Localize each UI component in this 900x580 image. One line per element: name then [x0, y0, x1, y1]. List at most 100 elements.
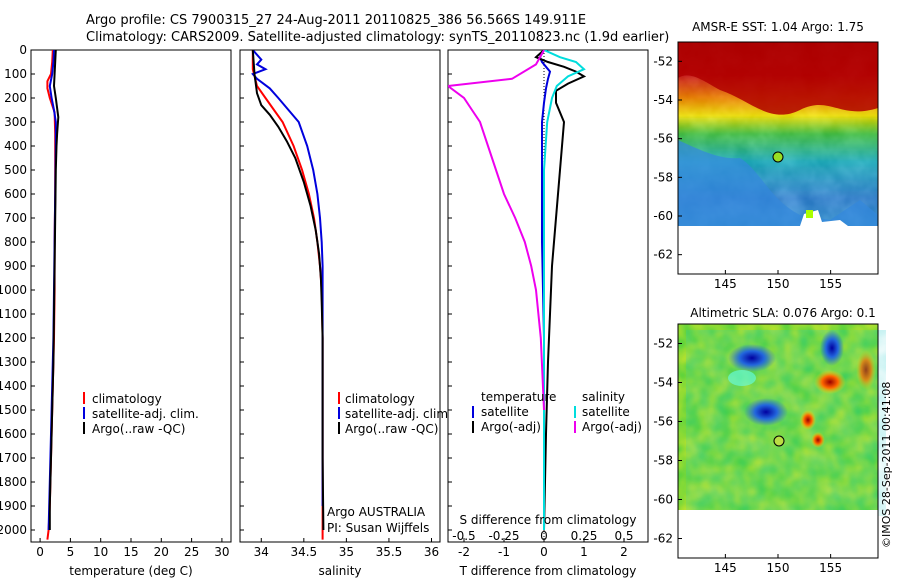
series-line-1 — [534, 50, 587, 531]
map-x-tick-label: 150 — [767, 561, 790, 575]
x-tick-label: 35 — [339, 545, 354, 559]
salinity-note-pi: PI: Susan Wijffels — [327, 521, 429, 535]
x-tick-label: 35.5 — [376, 545, 403, 559]
map-x-tick-label: 145 — [714, 561, 737, 575]
diff-legend-sal-satellite: satellite — [582, 405, 630, 419]
map-y-tick-label: -56 — [653, 415, 673, 429]
map-x-tick-label: 150 — [767, 277, 790, 291]
depth-tick-label: 500 — [4, 163, 27, 177]
x-tick-label: 30 — [214, 545, 229, 559]
depth-tick-label: 900 — [4, 259, 27, 273]
salinity-panel: 34 34.5 35 35.5 36 salinity climatology sate… — [239, 49, 452, 578]
map-y-tick-label: -52 — [653, 54, 673, 68]
map-y-tick-label: -54 — [653, 376, 673, 390]
depth-tick-label: 700 — [4, 211, 27, 225]
series-line-1 — [251, 50, 324, 506]
depth-tick-label: 1000 — [0, 283, 27, 297]
difference-legend: temperature satellite Argo(-adj) salinit… — [472, 390, 642, 434]
sst-argo-location-marker — [772, 151, 784, 163]
sst-map: AMSR-E SST: 1.04 Argo: 1.75 -52 -54 -56 -58… — [653, 20, 879, 291]
diff-legend-temp-argo: Argo(-adj) — [481, 420, 541, 434]
depth-tick-label: 1300 — [0, 355, 27, 369]
depth-tick-label: 200 — [4, 91, 27, 105]
diff-legend-temperature-title: temperature — [481, 390, 556, 404]
difference-xlabel2: S difference from climatology — [460, 513, 637, 527]
map-y-tick-label: -62 — [653, 532, 673, 546]
salinity-note-argo: Argo AUSTRALIA — [327, 505, 426, 519]
x-tick-label: 0 — [540, 545, 548, 559]
sla-map-image — [678, 324, 886, 558]
series-line-2 — [543, 50, 586, 530]
depth-tick-label: 100 — [4, 67, 27, 81]
depth-tick-label: 1500 — [0, 403, 27, 417]
x-tick-label: 2 — [620, 545, 628, 559]
x-tick-label: -0.25 — [488, 529, 519, 543]
x-tick-label: -0.5 — [452, 529, 475, 543]
temperature-legend-argo: Argo(..raw -QC) — [92, 422, 185, 436]
map-y-tick-label: -62 — [653, 248, 673, 262]
sla-map-title: Altimetric SLA: 0.076 Argo: 0.1 — [690, 306, 875, 320]
diff-legend-sal-argo: Argo(-adj) — [582, 420, 642, 434]
depth-tick-label: 1400 — [0, 379, 27, 393]
depth-tick-label: 600 — [4, 187, 27, 201]
x-tick-label: 34.5 — [290, 545, 317, 559]
depth-tick-label: 1800 — [0, 475, 27, 489]
difference-axes — [447, 49, 649, 543]
map-y-tick-label: -58 — [653, 454, 673, 468]
x-tick-label: 15 — [123, 545, 138, 559]
series-line-2 — [48, 50, 60, 530]
sla-argo-location-marker — [773, 435, 785, 447]
x-tick-label: -2 — [458, 545, 470, 559]
depth-tick-label: 1700 — [0, 451, 27, 465]
depth-tick-label: 1100 — [0, 307, 27, 321]
series-line-3 — [448, 50, 545, 411]
temperature-legend-satellite: satellite-adj. clim. — [92, 407, 199, 421]
header-line-2: Climatology: CARS2009. Satellite-adjuste… — [86, 30, 670, 45]
x-tick-label: 34 — [254, 545, 269, 559]
temperature-xlabel: temperature (deg C) — [69, 564, 192, 578]
footer-timestamp: ©IMOS 28-Sep-2011 00:41:08 — [880, 382, 893, 548]
temperature-legend: climatology satellite-adj. clim. Argo(..… — [83, 392, 199, 436]
map-y-tick-label: -60 — [653, 493, 673, 507]
map-x-tick-label: 145 — [714, 277, 737, 291]
diff-legend-salinity-title: salinity — [582, 390, 625, 404]
sst-map-title: AMSR-E SST: 1.04 Argo: 1.75 — [692, 20, 864, 34]
salinity-legend-satellite: satellite-adj. clim. — [345, 407, 452, 421]
map-y-tick-label: -52 — [653, 337, 673, 351]
map-x-tick-label: 155 — [819, 561, 842, 575]
x-tick-label: 10 — [93, 545, 108, 559]
depth-tick-label: 0 — [19, 43, 27, 57]
map-y-tick-label: -58 — [653, 170, 673, 184]
depth-tick-label: 2000 — [0, 523, 27, 537]
difference-panel: -2 -1 0 1 2 T difference from climatology S … — [447, 49, 649, 578]
x-tick-label: 1 — [580, 545, 588, 559]
x-tick-label: 0 — [540, 529, 548, 543]
salinity-legend-climatology: climatology — [345, 392, 415, 406]
diff-legend-temp-satellite: satellite — [481, 405, 529, 419]
map-y-tick-label: -54 — [653, 93, 673, 107]
depth-tick-label: 300 — [4, 115, 27, 129]
difference-xlabel: T difference from climatology — [459, 564, 637, 578]
series-line-2 — [251, 50, 325, 531]
x-tick-label: 20 — [154, 545, 169, 559]
x-tick-label: 0 — [36, 545, 44, 559]
temperature-axes — [30, 49, 232, 543]
x-tick-label: 5 — [67, 545, 75, 559]
sst-map-image — [678, 42, 878, 274]
temperature-legend-climatology: climatology — [92, 392, 162, 406]
temperature-panel: 0100200300400500600700800900100011001200… — [0, 43, 232, 578]
depth-tick-label: 1900 — [0, 499, 27, 513]
x-tick-label: 0.25 — [571, 529, 598, 543]
header-line-1: Argo profile: CS 7900315_27 24-Aug-2011 … — [86, 13, 587, 28]
depth-tick-label: 800 — [4, 235, 27, 249]
depth-tick-label: 400 — [4, 139, 27, 153]
salinity-legend: climatology satellite-adj. clim. Argo(..… — [338, 392, 452, 436]
salinity-legend-argo: Argo(..raw -QC) — [345, 422, 438, 436]
map-x-tick-label: 155 — [819, 277, 842, 291]
depth-tick-label: 1600 — [0, 427, 27, 441]
x-tick-label: 25 — [184, 545, 199, 559]
map-y-tick-label: -56 — [653, 132, 673, 146]
map-y-tick-label: -60 — [653, 209, 673, 223]
depth-tick-label: 1200 — [0, 331, 27, 345]
